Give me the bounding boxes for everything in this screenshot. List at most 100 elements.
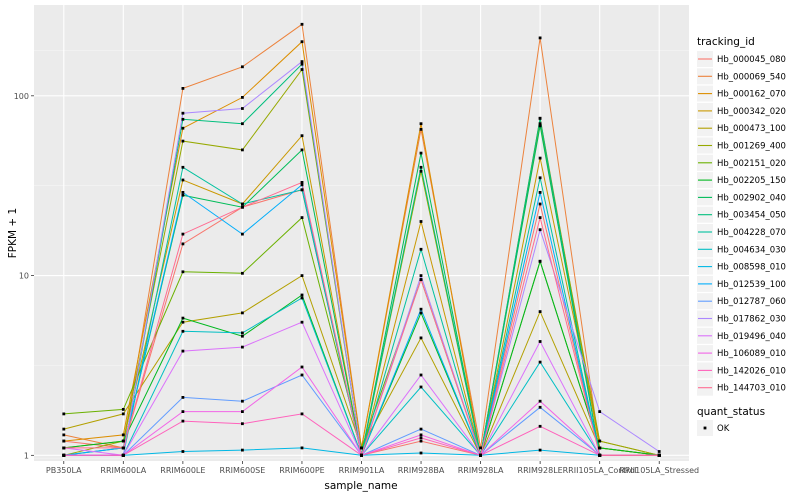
legend-item-label: Hb_106089_010	[717, 349, 786, 359]
data-point	[181, 126, 185, 130]
data-point	[360, 453, 363, 457]
legend-item-label: Hb_019496_040	[717, 332, 786, 342]
legend-item-label: Hb_017862_030	[717, 315, 786, 325]
data-point	[300, 60, 304, 63]
x-tick-label: RRII105LA_Stressed	[619, 466, 699, 475]
data-point	[241, 148, 244, 152]
y-tick-label: 10	[19, 272, 29, 281]
legend2-title: quant_status	[697, 406, 765, 418]
data-point	[598, 410, 602, 413]
data-point	[300, 62, 304, 66]
data-point	[479, 453, 482, 457]
data-point	[538, 116, 542, 120]
data-point	[538, 156, 542, 160]
data-point	[181, 419, 185, 423]
data-point	[300, 40, 304, 44]
data-point	[241, 334, 244, 338]
legend-item-label: Hb_000045_080	[717, 55, 786, 65]
data-point	[419, 165, 423, 169]
data-point	[538, 405, 542, 409]
data-point	[241, 399, 244, 403]
data-point	[419, 336, 423, 340]
data-point	[181, 410, 185, 413]
data-point	[121, 412, 125, 416]
data-point	[419, 311, 423, 315]
data-point	[241, 331, 244, 335]
legend-item-label: Hb_004228_070	[717, 228, 786, 238]
data-point	[62, 433, 66, 437]
y-tick-label: 100	[14, 92, 29, 101]
data-point	[538, 124, 542, 128]
data-point	[241, 65, 244, 69]
y-tick-label: 1	[24, 451, 29, 460]
data-point	[181, 111, 185, 115]
data-point	[62, 427, 66, 431]
data-point	[657, 450, 661, 453]
data-point	[241, 96, 244, 99]
data-point	[419, 439, 423, 443]
data-point	[181, 193, 185, 197]
data-point	[657, 453, 661, 457]
legend-item-label: Hb_012787_060	[717, 297, 786, 307]
data-point	[538, 399, 542, 403]
data-point	[241, 345, 244, 349]
data-point	[300, 274, 304, 277]
data-point	[300, 365, 304, 369]
data-points	[62, 22, 661, 457]
legend-item-label: Hb_002902_040	[717, 193, 786, 203]
data-point	[241, 202, 244, 206]
data-point	[181, 329, 185, 333]
legend-item-label: Hb_000162_070	[717, 90, 786, 100]
data-point	[300, 373, 304, 377]
data-point	[419, 128, 423, 131]
data-point	[181, 320, 185, 324]
data-point	[419, 220, 423, 223]
data-point	[241, 448, 244, 452]
data-point	[121, 453, 125, 457]
x-tick-label: PB350LA	[46, 466, 82, 475]
data-point	[300, 320, 304, 324]
legend2-item-label: OK	[717, 424, 730, 434]
data-point	[538, 259, 542, 263]
data-point	[241, 410, 244, 413]
data-point	[181, 232, 185, 236]
data-point	[538, 216, 542, 219]
data-point	[419, 274, 423, 277]
data-point	[121, 446, 125, 450]
data-point	[419, 373, 423, 377]
x-axis-ticks: PB350LA RRIM600LA RRIM600LE RRIM600SE RRIM60…	[46, 461, 699, 475]
data-point	[300, 183, 304, 187]
data-point	[62, 412, 66, 416]
data-point	[181, 87, 185, 90]
data-point	[181, 139, 185, 143]
data-point	[479, 446, 482, 450]
data-point	[300, 216, 304, 219]
data-point	[181, 165, 185, 169]
data-point	[181, 117, 185, 121]
data-point	[300, 412, 304, 416]
data-point	[300, 293, 304, 297]
x-tick-label: RRII105LA_Control	[563, 466, 637, 475]
data-point	[300, 296, 304, 300]
legend-item-label: Hb_003454_050	[717, 211, 786, 221]
data-point	[538, 340, 542, 343]
x-tick-label: RRIM901LA	[339, 466, 385, 475]
y-axis-ticks: 1 10 100	[14, 92, 34, 460]
data-point	[538, 228, 542, 232]
data-point	[62, 439, 66, 443]
data-point	[241, 311, 244, 315]
legend2-key-point	[703, 426, 707, 430]
legend-item-label: Hb_001269_400	[717, 142, 786, 152]
data-point	[538, 191, 542, 194]
data-point	[538, 424, 542, 428]
legend-item-label: Hb_000069_540	[717, 72, 786, 82]
data-point	[241, 271, 244, 275]
data-point	[300, 446, 304, 450]
grid-lines	[34, 5, 689, 461]
data-point	[538, 360, 542, 364]
data-point	[300, 148, 304, 152]
data-point	[419, 433, 423, 437]
legend-title: tracking_id	[697, 36, 755, 48]
x-tick-label: RRIM928BA	[398, 466, 445, 475]
data-point	[598, 453, 602, 457]
